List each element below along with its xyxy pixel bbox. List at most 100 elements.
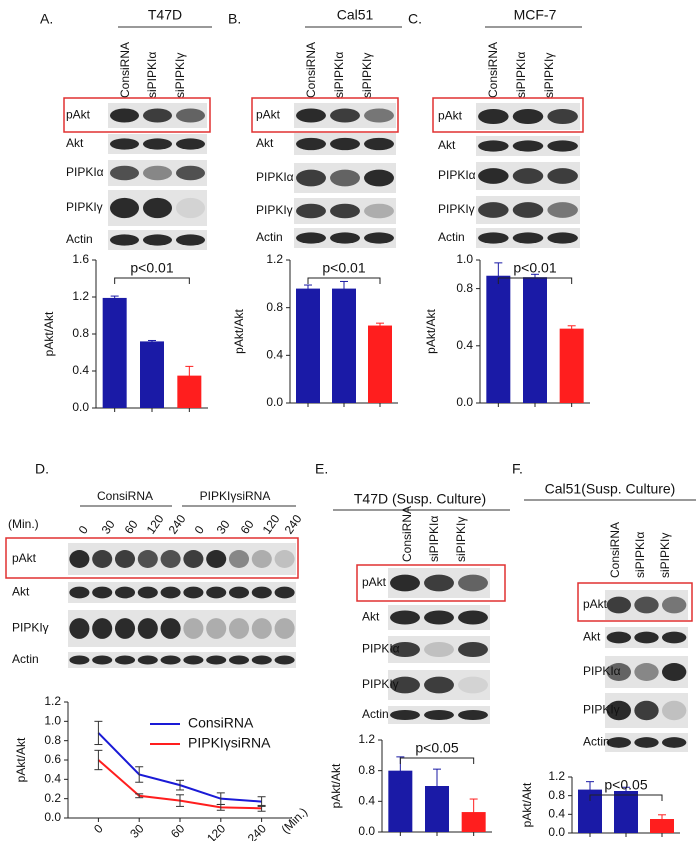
blot-row-label: Akt	[66, 136, 84, 150]
blot-band	[606, 631, 632, 644]
highlight-box	[577, 582, 693, 622]
blot-band	[109, 108, 140, 123]
blot-row-label: pAkt	[583, 597, 608, 611]
blot-band	[206, 550, 227, 568]
blot-band	[69, 586, 90, 599]
blot-band	[160, 550, 181, 568]
cell-line-title: Cal51(Susp. Culture)	[545, 481, 676, 497]
blot-band	[175, 234, 206, 246]
y-axis-label: pAkt/Akt	[424, 308, 438, 353]
blot-row-label: Actin	[66, 232, 93, 246]
blot-band	[137, 655, 158, 665]
panel-label: A.	[40, 11, 53, 27]
blot-band	[512, 108, 544, 125]
bar	[140, 341, 164, 408]
highlight-box	[63, 97, 211, 133]
blot-band	[228, 655, 250, 665]
blot-row-label: PIPKIα	[362, 642, 400, 656]
y-tick-label: 0.2	[44, 791, 61, 805]
blot-band	[183, 550, 204, 568]
y-tick-label: 0.0	[44, 810, 61, 824]
lane-label: 240	[166, 512, 189, 537]
lane-label: siPIPKIα	[514, 52, 528, 98]
lane-label: 0	[192, 523, 207, 537]
lane-label: siPIPKIα	[633, 532, 647, 578]
significance-label: p<0.05	[604, 777, 647, 793]
cell-line-title: Cal51	[337, 7, 374, 23]
blot-band	[183, 655, 204, 665]
blot-band	[424, 610, 454, 625]
y-tick-label: 0.4	[358, 794, 375, 808]
blot-band	[251, 550, 272, 568]
blot-band	[274, 586, 295, 599]
blot-band	[458, 574, 488, 592]
blot-band	[142, 138, 173, 150]
blot-band	[634, 596, 659, 614]
y-axis-label: pAkt/Akt	[329, 763, 343, 808]
y-axis-label: pAkt/Akt	[42, 311, 56, 356]
blot-band	[142, 108, 173, 123]
blot-band	[330, 203, 360, 219]
blot-band	[478, 232, 509, 244]
y-axis-label: pAkt/Akt	[14, 737, 28, 782]
blot-band	[547, 232, 578, 244]
blot-band	[512, 168, 544, 184]
blot-band	[183, 618, 204, 639]
blot-row-label: Akt	[438, 138, 456, 152]
significance-bracket	[399, 757, 475, 764]
lane-label: siPIPKIγ	[360, 53, 374, 98]
blot-band	[390, 641, 420, 658]
blot-band	[512, 140, 544, 152]
lane-label: siPIPKIγ	[542, 53, 556, 98]
blot-row-label: PIPKIγ	[438, 202, 475, 216]
lane-label: siPIPKIγ	[173, 53, 187, 98]
blot-band	[296, 137, 326, 151]
time-unit: (Min.)	[8, 517, 39, 531]
blot-band	[458, 610, 488, 625]
y-tick-label: 0.0	[266, 395, 283, 409]
blot-row-label: pAkt	[66, 108, 91, 122]
y-tick-label: 1.6	[72, 252, 89, 266]
blot-band	[458, 709, 488, 721]
blot-band	[175, 108, 206, 123]
lane-label: 120	[260, 512, 283, 537]
blot-band	[137, 550, 158, 568]
y-tick-label: 0.8	[548, 788, 565, 802]
blot-band	[547, 202, 578, 218]
blot-row-label: PIPKIγ	[362, 677, 399, 691]
blot-band	[160, 618, 181, 639]
panel-label: B.	[228, 11, 241, 27]
blot-band	[69, 655, 90, 665]
bar	[559, 328, 584, 403]
blot-band	[364, 232, 394, 244]
significance-label: p<0.01	[322, 260, 365, 276]
y-tick-label: 1.2	[72, 289, 89, 303]
y-axis-label: pAkt/Akt	[520, 782, 534, 827]
lane-label: 60	[238, 517, 257, 536]
y-tick-label: 1.2	[358, 732, 375, 746]
blot-band	[206, 586, 227, 599]
bar	[486, 275, 511, 403]
significance-bracket	[114, 277, 190, 284]
y-tick-label: 0.8	[266, 300, 283, 314]
blot-band	[251, 655, 272, 665]
lane-label: siPIPKIα	[332, 52, 346, 98]
group-label: ConsiRNA	[97, 489, 153, 503]
blot-row-label: Actin	[583, 735, 610, 749]
panel-label: C.	[408, 11, 422, 27]
y-tick-label: 0.4	[266, 348, 283, 362]
blot-band	[206, 618, 227, 639]
blot-band	[109, 234, 140, 246]
blot-band	[175, 197, 206, 219]
blot-band	[114, 655, 136, 665]
bar	[296, 288, 320, 403]
blot-band	[330, 137, 360, 151]
bar	[102, 297, 127, 408]
blot-row-label: pAkt	[362, 575, 387, 589]
blot-row-label: PIPKIα	[256, 170, 294, 184]
blot-band	[606, 700, 632, 721]
lane-label: ConsiRNA	[304, 42, 318, 98]
blot-row-label: PIPKIα	[438, 168, 476, 182]
blot-band	[364, 203, 394, 219]
blot-band	[142, 165, 173, 181]
